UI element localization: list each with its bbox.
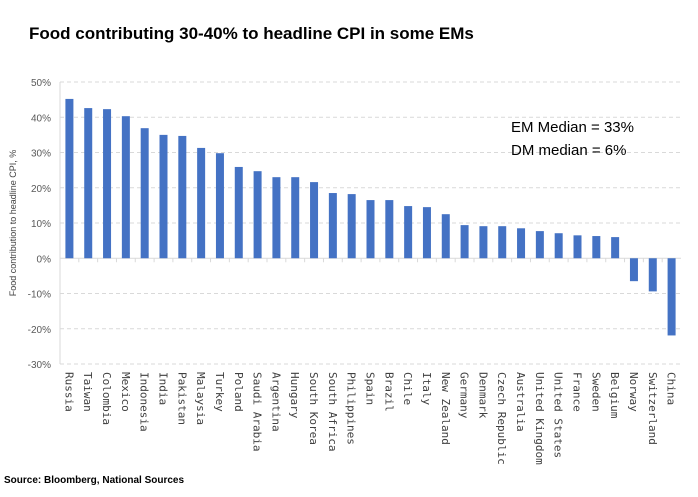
y-tick-label: 0%: [37, 254, 52, 265]
y-tick-label: 20%: [31, 184, 51, 195]
y-tick-label: -20%: [28, 325, 51, 336]
y-tick-label: 40%: [31, 113, 51, 124]
x-tick-label: Argentina: [269, 372, 282, 432]
x-tick-label: South Korea: [307, 372, 320, 445]
bar-brazil: [385, 200, 394, 259]
y-axis-label: Food contribution to headline CPI, %: [8, 150, 18, 297]
x-tick-label: Belgium: [608, 372, 621, 419]
y-tick-label: 30%: [31, 149, 51, 160]
bar-poland: [234, 166, 243, 259]
bar-switzerland: [648, 258, 657, 292]
x-tick-label: Norway: [627, 372, 640, 412]
x-tick-label: Pakistan: [175, 372, 188, 425]
x-tick-label: United Kingdom: [533, 372, 546, 465]
x-tick-label: South Africa: [326, 372, 339, 451]
x-tick-label: Mexico: [119, 372, 132, 412]
bar-belgium: [611, 237, 620, 259]
x-tick-label: Czech Republic: [495, 372, 508, 465]
x-tick-label: Indonesia: [138, 372, 151, 432]
source-note: Source: Bloomberg, National Sources: [4, 475, 185, 486]
bar-australia: [517, 228, 526, 259]
bar-chile: [404, 206, 413, 259]
x-tick-label: France: [571, 372, 584, 412]
x-tick-label: Saudi Arabia: [251, 372, 264, 451]
x-tick-label: Italy: [420, 372, 433, 405]
bar-argentina: [272, 177, 281, 259]
x-tick-label: Australia: [514, 372, 527, 432]
chart-title: Food contributing 30-40% to headline CPI…: [29, 24, 474, 43]
bar-italy: [422, 207, 431, 259]
bar-saudi-arabia: [253, 171, 262, 259]
x-tick-label: Turkey: [213, 372, 226, 412]
bar-germany: [460, 225, 469, 259]
x-tick-label: China: [665, 372, 678, 405]
bar-mexico: [121, 116, 130, 259]
dm-median-annotation: DM median = 6%: [511, 142, 627, 159]
x-tick-label: Switzerland: [646, 372, 659, 445]
x-tick-label: Sweden: [589, 372, 602, 412]
x-tick-label: Denmark: [476, 372, 489, 419]
bar-new-zealand: [441, 214, 450, 259]
x-tick-label: Chile: [401, 372, 414, 405]
y-tick-label: 10%: [31, 219, 51, 230]
x-tick-label: Colombia: [100, 372, 113, 425]
x-tick-label: United States: [552, 372, 565, 458]
x-tick-label: Russia: [62, 372, 75, 412]
bar-south-korea: [310, 182, 319, 259]
x-tick-label: Philippines: [345, 372, 358, 445]
x-tick-label: India: [157, 372, 170, 405]
bar-sweden: [592, 236, 601, 259]
x-tick-label: Hungary: [288, 372, 301, 419]
bar-united-kingdom: [535, 231, 544, 259]
x-tick-label: Brazil: [382, 372, 395, 412]
bar-norway: [629, 258, 638, 282]
bar-china: [667, 258, 676, 336]
bar-south-africa: [328, 193, 337, 259]
bar-india: [159, 134, 168, 259]
bar-hungary: [291, 177, 300, 259]
x-tick-label: Poland: [232, 372, 245, 412]
x-tick-label: Germany: [458, 372, 471, 419]
y-tick-label: -30%: [28, 360, 51, 371]
bar-malaysia: [197, 147, 206, 259]
bar-colombia: [103, 109, 112, 259]
bar-indonesia: [140, 128, 149, 259]
bar-france: [573, 235, 582, 259]
bar-united-states: [554, 233, 563, 259]
x-tick-label: Malaysia: [194, 372, 207, 425]
bar-philippines: [347, 194, 356, 259]
bar-pakistan: [178, 135, 187, 259]
y-tick-label: -10%: [28, 290, 51, 301]
bar-russia: [65, 98, 74, 259]
x-tick-label: Taiwan: [81, 372, 94, 412]
bar-taiwan: [84, 108, 93, 259]
x-tick-label: Spain: [364, 372, 377, 405]
em-median-annotation: EM Median = 33%: [511, 119, 634, 136]
bar-denmark: [479, 226, 488, 259]
x-tick-label: New Zealand: [439, 372, 452, 445]
bar-turkey: [215, 153, 224, 259]
bar-czech-republic: [498, 226, 507, 259]
bar-spain: [366, 200, 375, 259]
y-tick-label: 50%: [31, 78, 51, 89]
